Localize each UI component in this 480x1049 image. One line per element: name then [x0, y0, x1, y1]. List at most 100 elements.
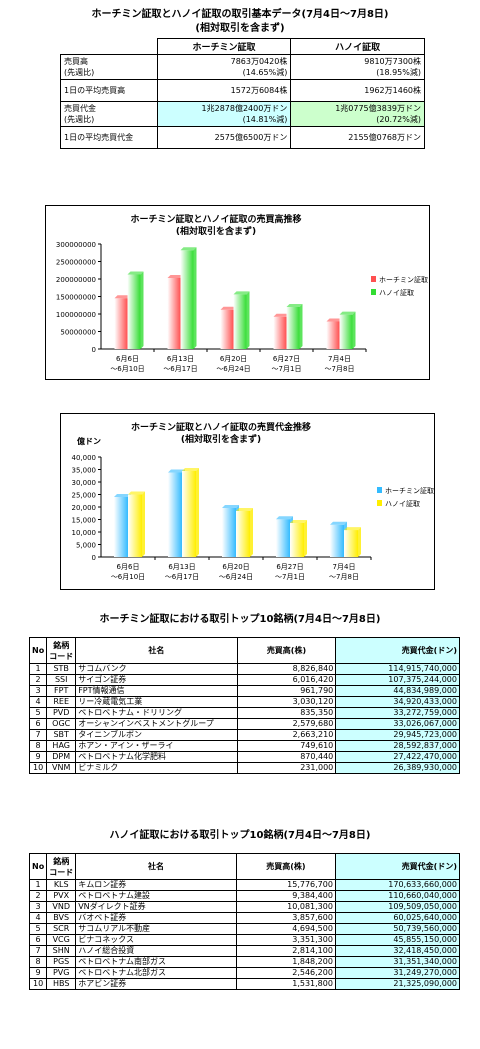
- hn-cell-no: 1: [28, 879, 48, 891]
- summary-hn-value-text: (20.72%減): [376, 115, 421, 124]
- chart-subtitle: (相対取引を含まず): [181, 433, 261, 445]
- bar-top: [339, 311, 356, 315]
- x-tick-label: 6月20日: [220, 355, 247, 363]
- summary-row-label-text: 売買高: [64, 57, 88, 66]
- hcm-table-row: 10 VNM ビナミルク 231,000 26,389,930,000: [28, 762, 460, 774]
- bar-top: [326, 318, 343, 322]
- hn-cell-val: 60,025,640,000: [334, 912, 461, 924]
- hn-table-row: 8 PGS ペトロベトナム南部ガス 1,848,200 31,351,340,000: [28, 956, 461, 968]
- summary-row-label-text: 1日の平均売買高: [64, 86, 126, 95]
- y-tick-label: 20,000: [72, 504, 97, 512]
- hn-cell-vol: 10,081,300: [235, 901, 336, 913]
- hcm-cell-no: 10: [28, 762, 48, 774]
- chart-title: ホーチミン証取とハノイ証取の売買高推移: [130, 213, 301, 225]
- hcm-header-code: 銘柄 コード: [46, 637, 77, 664]
- x-tick-label: ～7月8日: [325, 365, 355, 373]
- hn-table-row: 4 BVS バオベト証券 3,857,600 60,025,640,000: [28, 912, 461, 924]
- hn-cell-no: 3: [28, 901, 48, 913]
- hn-cell-name: バオベト証券: [75, 912, 237, 924]
- summary-hn-value: 9810万7300株 (18.95%減): [290, 54, 425, 80]
- legend-swatch: [371, 289, 376, 295]
- hn-header-code-1: 銘柄: [53, 856, 70, 866]
- hn-cell-name: VNダイレクト証券: [75, 901, 237, 913]
- hcm-cell-name: ペトロベトナム・ドリリング: [75, 707, 238, 719]
- x-tick-label: 6月6日: [116, 355, 139, 363]
- hn-top-table: No 銘柄 コード 社名 売買高(株) 売買代金(ドン) 1 KLS キムロン証券 15…: [28, 853, 461, 990]
- y-tick-label: 25,000: [72, 492, 97, 500]
- x-tick-label: 6月13日: [167, 355, 194, 363]
- hcm-cell-name: ペトロベトナム化学肥料: [75, 751, 238, 763]
- hn-cell-name: ハノイ総合投資: [75, 945, 237, 957]
- bar-top: [233, 291, 250, 295]
- summary-row: 売買高 (先週比) 7863万0420株 (14.65%減) 9810万7300株 (18…: [60, 54, 425, 80]
- bar-top: [127, 271, 144, 275]
- hcm-cell-vol: 231,000: [236, 762, 337, 774]
- hcm-table-row: 2 SSI サイゴン証券 6,016,420 107,375,244,000: [28, 674, 460, 686]
- bar-side: [299, 304, 303, 349]
- hcm-cell-vol: 3,030,120: [236, 696, 337, 708]
- hcm-cell-code: REE: [46, 696, 77, 708]
- hn-cell-vol: 9,384,400: [235, 890, 336, 902]
- hcm-cell-no: 7: [28, 729, 48, 741]
- y-tick-label: 40,000: [72, 454, 97, 462]
- bar-hcm: [114, 497, 128, 557]
- hn-cell-code: HBS: [46, 978, 77, 990]
- hn-cell-code: PGS: [46, 956, 77, 968]
- hcm-cell-no: 3: [28, 685, 48, 697]
- summary-row-label: 売買高 (先週比): [60, 54, 158, 80]
- x-tick-label: ～6月17日: [165, 573, 199, 581]
- bar-top: [114, 494, 131, 497]
- summary-row: 売買代金 (先週比) 1兆2878億2400万ドン (14.81%減) 1兆0775億3…: [60, 101, 425, 127]
- summary-hcm-value: 1兆2878億2400万ドン (14.81%減): [156, 101, 292, 127]
- hcm-header-no: No: [28, 637, 48, 664]
- hn-table-row: 7 SHN ハノイ総合投資 2,814,100 32,418,450,000: [28, 945, 461, 957]
- summary-header-row: ホーチミン証取 ハノイ証取: [60, 38, 425, 55]
- bar-hcm: [168, 472, 182, 557]
- bar-top: [167, 274, 184, 278]
- y-tick-label: 0: [92, 554, 96, 562]
- summary-hcm-value-text: (14.81%減): [242, 115, 288, 124]
- hcm-cell-no: 9: [28, 751, 48, 763]
- hcm-cell-name: ビナミルク: [75, 762, 238, 774]
- hn-header-val: 売買代金(ドン): [334, 853, 461, 880]
- hn-cell-name: ビナコネックス: [75, 934, 237, 946]
- bar-side: [352, 311, 356, 349]
- hcm-header-code-1: 銘柄: [53, 640, 70, 650]
- hn-cell-vol: 4,694,500: [235, 923, 336, 935]
- legend-label: ハノイ証取: [385, 499, 420, 508]
- bar-side: [140, 271, 144, 349]
- hn-header-vol: 売買高(株): [235, 853, 336, 880]
- y-tick-label: 200000000: [56, 276, 96, 284]
- hn-cell-no: 6: [28, 934, 48, 946]
- hn-cell-name: ホアビン証券: [75, 978, 237, 990]
- hn-cell-code: KLS: [46, 879, 77, 891]
- hcm-cell-name: サコムバンク: [75, 663, 238, 675]
- hn-header-code: 銘柄 コード: [46, 853, 77, 880]
- hn-cell-vol: 3,857,600: [235, 912, 336, 924]
- bar-hn: [180, 250, 194, 349]
- hcm-cell-code: PVD: [46, 707, 77, 719]
- hcm-cell-vol: 2,663,210: [236, 729, 337, 741]
- bar-hcm: [330, 524, 344, 557]
- bar-top: [128, 491, 145, 495]
- bar-hn: [127, 274, 141, 349]
- legend-label: ハノイ証取: [379, 288, 414, 297]
- summary-row-label-text: 1日の平均売買代金: [64, 133, 134, 142]
- hcm-table-row: 3 FPT FPT情報通信 961,790 44,834,989,000: [28, 685, 460, 697]
- bar-top: [236, 508, 253, 511]
- y-tick-label: 0: [92, 346, 96, 354]
- hcm-cell-name: タイニンブルボン: [75, 729, 238, 741]
- legend-swatch: [377, 487, 382, 493]
- hcm-table-row: 1 STB サコムバンク 8,826,840 114,915,740,000: [28, 663, 460, 675]
- bar-hn: [339, 314, 353, 349]
- y-tick-label: 100000000: [56, 311, 96, 319]
- hcm-cell-no: 6: [28, 718, 48, 730]
- hcm-header-vol: 売買高(株): [236, 637, 337, 664]
- x-tick-label: 6月6日: [117, 563, 140, 571]
- bar-hn: [344, 530, 358, 557]
- bar-hcm: [220, 309, 234, 349]
- bar-hcm: [114, 298, 128, 349]
- hn-header-no: No: [28, 853, 48, 880]
- x-tick-label: 6月13日: [168, 563, 195, 571]
- hcm-cell-val: 107,375,244,000: [335, 674, 460, 686]
